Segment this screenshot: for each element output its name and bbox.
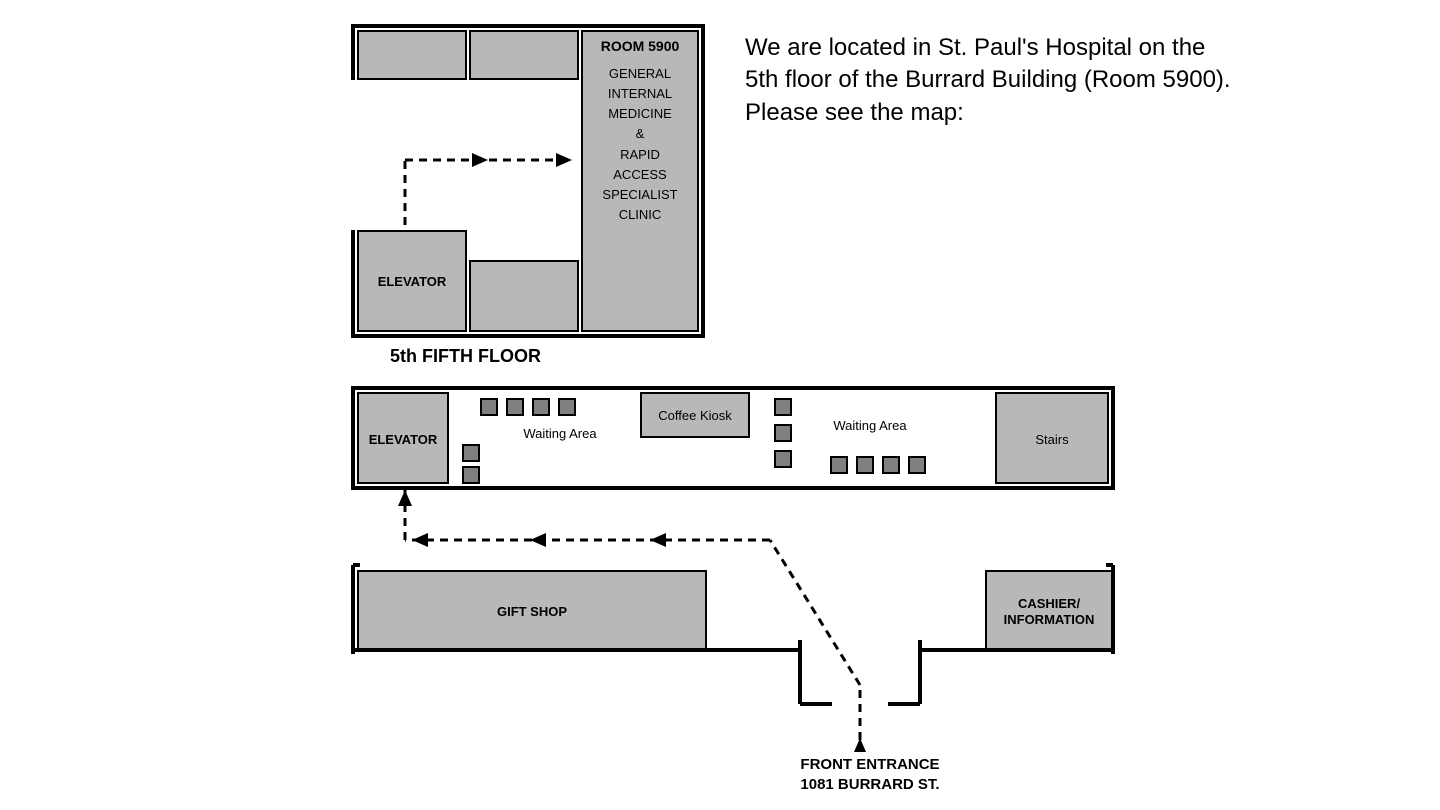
cashier-information: CASHIER/ INFORMATION bbox=[985, 570, 1113, 650]
room-5900: ROOM 5900 GENERAL INTERNAL MEDICINE & RA… bbox=[581, 30, 699, 332]
gift-shop-label: GIFT SHOP bbox=[359, 604, 705, 619]
gift-shop: GIFT SHOP bbox=[357, 570, 707, 650]
seat bbox=[908, 456, 926, 474]
room-5900-text: GENERAL INTERNAL MEDICINE & RAPID ACCESS… bbox=[583, 64, 697, 225]
fifth-bottom-room bbox=[469, 260, 579, 332]
seat bbox=[558, 398, 576, 416]
location-description: We are located in St. Paul's Hospital on… bbox=[745, 32, 1245, 129]
fifth-elevator-label: ELEVATOR bbox=[359, 274, 465, 289]
coffee-kiosk-label: Coffee Kiosk bbox=[642, 408, 748, 423]
r5900-l2: MEDICINE bbox=[583, 104, 697, 124]
r5900-l6: SPECIALIST bbox=[583, 185, 697, 205]
floor-map: We are located in St. Paul's Hospital on… bbox=[0, 0, 1440, 810]
ground-elevator: ELEVATOR bbox=[357, 392, 449, 484]
stairs-label: Stairs bbox=[997, 432, 1107, 447]
fifth-top-room-2 bbox=[469, 30, 579, 80]
r5900-l0: GENERAL bbox=[583, 64, 697, 84]
seat bbox=[462, 466, 480, 484]
seat bbox=[462, 444, 480, 462]
waiting-area-2-label: Waiting Area bbox=[810, 418, 930, 433]
cashier-label-1: CASHIER/ bbox=[987, 596, 1111, 611]
r5900-l3: & bbox=[583, 124, 697, 144]
seat bbox=[830, 456, 848, 474]
seat bbox=[856, 456, 874, 474]
r5900-l4: RAPID bbox=[583, 145, 697, 165]
seat bbox=[506, 398, 524, 416]
front-entrance-label-1: FRONT ENTRANCE bbox=[760, 756, 980, 773]
seat bbox=[532, 398, 550, 416]
r5900-l7: CLINIC bbox=[583, 205, 697, 225]
ground-elevator-label: ELEVATOR bbox=[359, 432, 447, 447]
coffee-kiosk: Coffee Kiosk bbox=[640, 392, 750, 438]
cashier-label-2: INFORMATION bbox=[987, 612, 1111, 627]
fifth-top-room-1 bbox=[357, 30, 467, 80]
front-entrance-label-2: 1081 BURRARD ST. bbox=[760, 776, 980, 793]
r5900-l5: ACCESS bbox=[583, 165, 697, 185]
stairs: Stairs bbox=[995, 392, 1109, 484]
fifth-floor-caption: 5th FIFTH FLOOR bbox=[390, 346, 650, 367]
fifth-elevator: ELEVATOR bbox=[357, 230, 467, 332]
seat bbox=[774, 424, 792, 442]
r5900-l1: INTERNAL bbox=[583, 84, 697, 104]
room-5900-title: ROOM 5900 bbox=[583, 38, 697, 54]
waiting-area-1-label: Waiting Area bbox=[500, 426, 620, 441]
seat bbox=[774, 398, 792, 416]
seat bbox=[774, 450, 792, 468]
seat bbox=[882, 456, 900, 474]
seat bbox=[480, 398, 498, 416]
